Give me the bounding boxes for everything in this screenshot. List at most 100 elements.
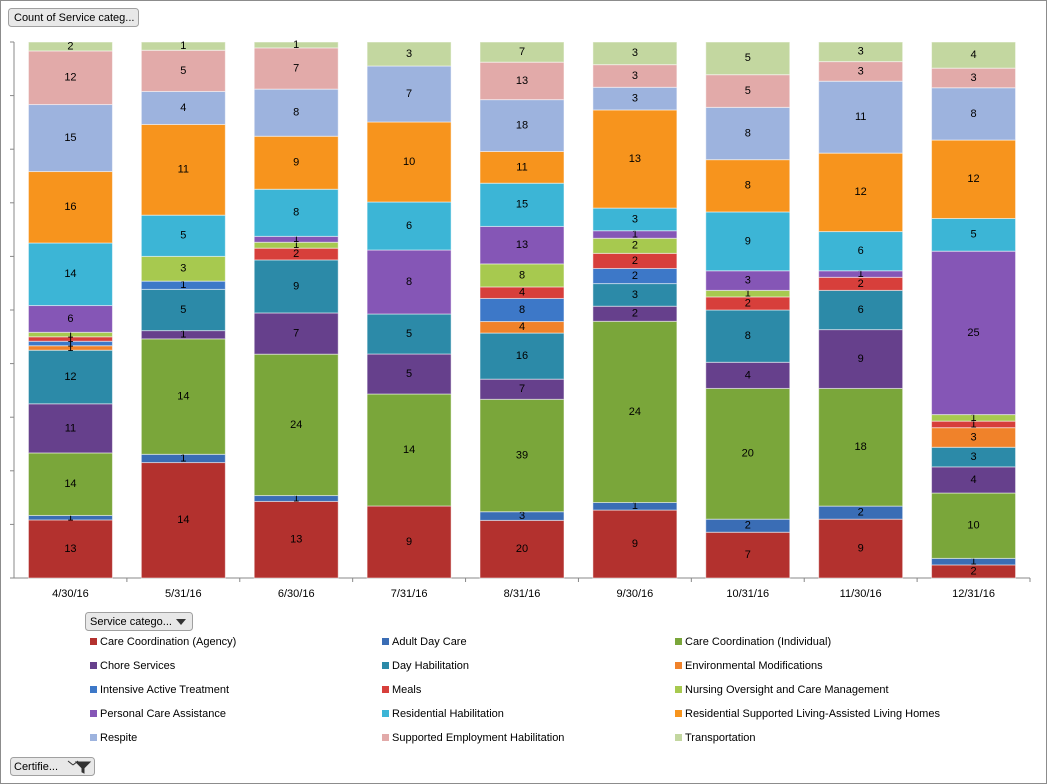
data-label: 2 <box>745 520 751 532</box>
x-tick-label: 5/31/16 <box>165 588 202 600</box>
data-label: 3 <box>632 47 638 59</box>
legend-label: Care Coordination (Agency) <box>100 636 236 648</box>
data-label: 15 <box>64 132 76 144</box>
data-label: 7 <box>293 62 299 74</box>
bar-segment <box>818 80 904 154</box>
data-label: 3 <box>406 48 412 60</box>
data-label: 8 <box>293 107 299 119</box>
bar-segment <box>818 41 904 63</box>
legend-swatch <box>382 662 389 669</box>
bar-segment <box>253 259 339 314</box>
legend-label: Transportation <box>685 732 756 744</box>
bar-segment <box>366 505 452 579</box>
legend-label: Supported Employment Habilitation <box>392 732 564 744</box>
data-label: 1 <box>293 233 299 245</box>
bar-segment <box>705 159 791 213</box>
data-label: 14 <box>64 268 76 280</box>
data-label: 1 <box>67 328 73 340</box>
data-label: 2 <box>745 297 751 309</box>
x-tick-label: 7/31/16 <box>391 588 428 600</box>
data-label: 8 <box>745 127 751 139</box>
bar-segment <box>931 466 1017 494</box>
data-label: 1 <box>67 337 73 349</box>
data-label: 3 <box>858 65 864 77</box>
legend-swatch <box>382 734 389 741</box>
bar-segment <box>253 47 339 90</box>
data-label: 8 <box>519 269 525 281</box>
data-label: 15 <box>516 199 528 211</box>
bar-segment <box>366 393 452 507</box>
bar-segment <box>931 41 1017 69</box>
data-label: 25 <box>967 327 979 339</box>
legend-field-button[interactable]: Service catego... <box>85 612 193 631</box>
data-label: 39 <box>516 449 528 461</box>
bar-segment <box>27 519 113 579</box>
bar-segment <box>931 492 1017 559</box>
bar-segment <box>705 106 791 161</box>
filter-field-button[interactable]: Certifie... <box>10 757 95 776</box>
bar-segment <box>366 249 452 315</box>
data-label: 10 <box>967 520 979 532</box>
data-label: 3 <box>180 263 186 275</box>
data-label: 12 <box>64 72 76 84</box>
data-label: 8 <box>519 304 525 316</box>
legend-swatch <box>675 710 682 717</box>
bar-segment <box>253 188 339 237</box>
data-label: 2 <box>858 278 864 290</box>
bar-segment <box>931 87 1017 141</box>
bar-segment <box>705 41 791 76</box>
data-label: 11 <box>65 422 76 434</box>
data-label: 7 <box>519 383 525 395</box>
button-bg <box>8 8 139 27</box>
legend-swatch <box>90 638 97 645</box>
legend-label: Adult Day Care <box>392 636 467 648</box>
value-field-button[interactable]: Count of Service categ... <box>8 8 139 27</box>
data-label: 20 <box>516 543 528 555</box>
bar-segment <box>27 403 113 454</box>
bar-segment <box>479 398 565 513</box>
legend-label: Residential Supported Living-Assisted Li… <box>685 708 940 720</box>
dropdown-arrow <box>176 619 186 625</box>
data-label: 14 <box>177 514 189 526</box>
data-label: 14 <box>177 390 189 402</box>
legend-label: Environmental Modifications <box>685 660 823 672</box>
data-label: 13 <box>629 153 641 165</box>
x-tick-label: 12/31/16 <box>952 588 995 600</box>
data-label: 2 <box>632 240 638 252</box>
data-label: 3 <box>632 70 638 82</box>
data-label: 1 <box>293 239 299 251</box>
bar-segment <box>479 151 565 184</box>
data-label: 8 <box>745 330 751 342</box>
x-tick-label: 9/30/16 <box>617 588 654 600</box>
data-label: 1 <box>67 342 73 354</box>
bar-segment <box>140 255 226 282</box>
bar-segment <box>140 288 226 332</box>
data-label: 9 <box>858 353 864 365</box>
bar-segment <box>705 309 791 363</box>
data-label: 3 <box>858 46 864 58</box>
data-label: 3 <box>632 93 638 105</box>
data-label: 2 <box>632 308 638 320</box>
bar-segment <box>479 332 565 380</box>
legend-swatch <box>675 686 682 693</box>
legend-label: Nursing Oversight and Care Management <box>685 684 889 696</box>
legend-swatch <box>90 734 97 741</box>
data-label: 7 <box>406 88 412 100</box>
data-label: 3 <box>970 72 976 84</box>
data-label: 1 <box>632 228 638 240</box>
bar-segment <box>140 462 226 579</box>
filter-field-label: Certifie... <box>14 761 58 773</box>
bar-segment <box>253 353 339 497</box>
data-label: 9 <box>858 542 864 554</box>
data-label: 6 <box>67 313 73 325</box>
bar-segment <box>479 41 565 63</box>
data-label: 9 <box>293 280 299 292</box>
legend-swatch <box>382 686 389 693</box>
data-label: 14 <box>64 478 76 490</box>
data-label: 1 <box>293 39 299 51</box>
data-label: 8 <box>970 108 976 120</box>
data-label: 9 <box>293 157 299 169</box>
filter-icon <box>67 760 92 774</box>
